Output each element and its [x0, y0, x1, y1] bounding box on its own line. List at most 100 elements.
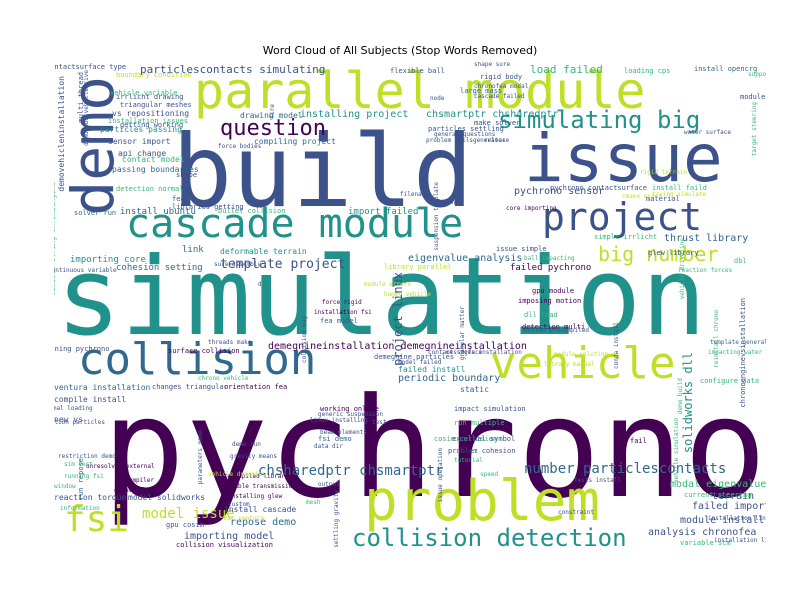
cloud-word: custom	[228, 501, 250, 508]
cloud-word: contact model	[122, 155, 185, 164]
cloud-word: speed	[480, 471, 499, 478]
cloud-word: chsharedptr chsmartptr	[258, 463, 444, 479]
cloud-word: demegnineinstallation demegnineinstallat…	[268, 341, 527, 352]
cloud-word: test	[372, 419, 387, 426]
cloud-word: vehicle string chronoengine	[54, 182, 57, 296]
cloud-word: rigid body	[480, 73, 523, 81]
cloud-word: installation issues	[108, 117, 189, 125]
cloud-word: flexible ball	[390, 67, 445, 75]
cloud-word: demovehicleninstallation	[57, 76, 66, 192]
cloud-word: library manual	[544, 361, 595, 368]
cloud-word: external symbol	[452, 435, 516, 443]
cloud-word: problem cohesion	[448, 447, 516, 455]
cloud-word: libraries getting	[172, 203, 244, 211]
cloud-word: solver run	[74, 209, 117, 217]
cloud-word: collision detection	[352, 524, 627, 552]
cloud-word: analysis chronofea	[648, 527, 757, 538]
cloud-word: vehicle driveline	[679, 238, 686, 300]
cloud-word: parallel module	[194, 62, 646, 120]
cloud-word: gpu module	[532, 287, 575, 295]
cloud-word: running pychrono	[54, 345, 110, 353]
cloud-word: problem utilsgenerator	[426, 137, 506, 144]
cloud-word: reaction forces	[678, 267, 733, 274]
cloud-word: contact surface	[428, 349, 483, 356]
cloud-word: demo build	[677, 378, 684, 415]
cloud-word: constraint	[558, 509, 595, 516]
cloud-word: dll load	[524, 311, 558, 319]
cloud-word: demo run	[232, 441, 261, 448]
cloud-word: beam elements	[320, 429, 367, 436]
cloud-word: settling gravity	[333, 490, 340, 548]
cloud-word: passing boundaries	[112, 165, 199, 174]
cloud-word: ball impacting	[524, 255, 575, 262]
cloud-word: continuous variable	[54, 267, 117, 274]
cloud-word: gpu cosim	[166, 521, 204, 529]
cloud-word: pychrono contactsurface	[550, 184, 647, 192]
cloud-word: force rigid	[322, 299, 362, 306]
cloud-word: mac ventura	[224, 515, 264, 522]
cloud-word: generic suspension	[318, 411, 384, 418]
cloud-word: thrust library	[664, 233, 749, 244]
cloud-word: particles settling	[428, 125, 504, 133]
cloud-word: modal eigenvalue	[670, 479, 766, 490]
cloud-word: cmake error	[622, 193, 662, 200]
cloud-word: mesh	[306, 499, 321, 506]
cloud-word: fea	[172, 195, 185, 203]
cloud-word: install opencrg	[694, 65, 758, 73]
cloud-word: reaction torque	[54, 493, 127, 502]
cloud-word: module solution	[554, 351, 609, 358]
cloud-word: working online	[320, 405, 380, 413]
cloud-word: new vs	[54, 415, 83, 424]
cloud-word: build	[172, 113, 474, 230]
cloud-word: online precompiled	[524, 327, 590, 334]
cloud-word: installation fsi	[314, 309, 372, 316]
cloud-word: installing glew	[228, 493, 283, 500]
cloud-word: imposing motion	[518, 297, 582, 305]
cloud-word: messages installation	[446, 349, 522, 356]
cloud-word: importing core	[70, 255, 146, 265]
cloud-word: chronofea modal	[474, 83, 529, 90]
cloud-word: project	[542, 195, 703, 239]
cloud-word: failed importing	[692, 501, 766, 512]
cloud-word: loading cps	[624, 67, 671, 75]
cloud-word: cosim collision	[434, 435, 498, 443]
cloud-word: installation linuxubuntu	[708, 515, 766, 522]
cloud-word: collision visualization	[176, 541, 273, 549]
cloud-word: question particles	[54, 419, 106, 426]
cloud-word: installing project	[300, 109, 409, 120]
cloud-word: question	[220, 116, 326, 141]
cloud-word: vs repositioning	[112, 109, 190, 118]
cloud-word: trying simulate	[652, 191, 707, 198]
cloud-word: chrono vehicle	[198, 375, 249, 382]
cloud-word: particles passing	[100, 125, 182, 134]
cloud-word: parameters memo	[197, 430, 204, 485]
cloud-word: ventura installation	[54, 383, 151, 392]
cloud-word: c compiler	[118, 477, 155, 484]
cloud-word: fea model	[320, 317, 358, 325]
cloud-word: orientation fea	[224, 383, 288, 391]
cloud-word: model issue	[142, 506, 235, 522]
cloud-word: simulation	[56, 235, 707, 360]
cloud-word: rigid terrain	[640, 169, 687, 176]
cloud-word: current steering	[684, 491, 752, 499]
word-cloud: pychrono simulation build issue problem demo p…	[54, 62, 766, 552]
cloud-word: pychrono	[102, 368, 766, 529]
cloud-word: reinstall chrono	[713, 310, 720, 368]
cloud-word: irrlicht drawing	[116, 93, 184, 101]
cloud-word: contactsurface type	[54, 63, 127, 71]
cloud-word: chronoenginevsinstallation	[739, 298, 747, 408]
cloud-word: periodic boundary	[398, 373, 501, 384]
cloud-word: model failed	[398, 359, 442, 366]
cloud-word: detection normal	[116, 185, 184, 193]
cloud-word: vehicle simulation	[673, 418, 680, 484]
cloud-word: compile install	[54, 395, 127, 404]
cloud-word: failed pychrono	[510, 263, 592, 273]
cloud-word: hammy vehicle	[384, 291, 431, 298]
cloud-word: water surface	[684, 129, 731, 136]
cloud-word: pychrono sensor	[514, 186, 605, 197]
cloud-word: vehicle variable	[110, 89, 178, 97]
cloud-word: core importing	[506, 205, 557, 212]
cloud-word: detection multi	[522, 323, 586, 331]
cloud-word: installation linux	[714, 537, 766, 544]
cloud-word: running fsi	[64, 473, 104, 480]
